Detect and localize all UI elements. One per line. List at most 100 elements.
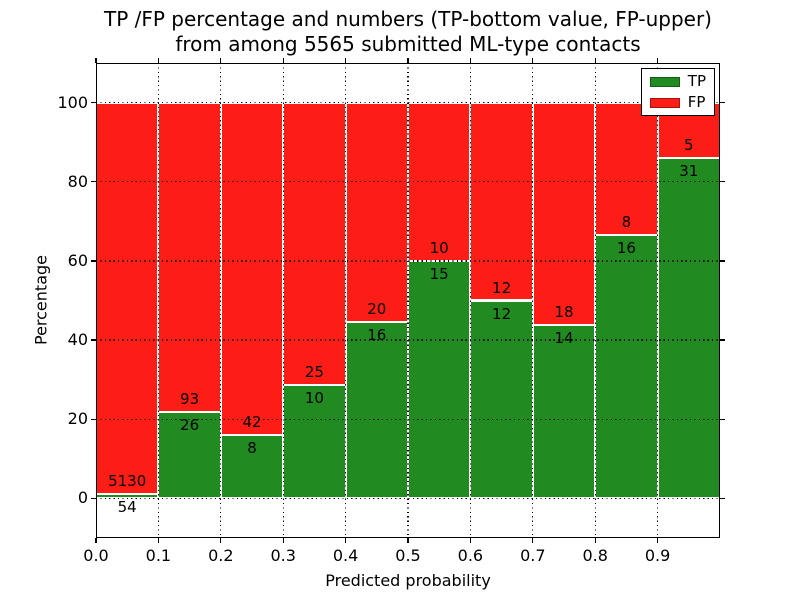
tp-count-label: 10 bbox=[304, 389, 324, 408]
bar-segment-tp bbox=[408, 260, 471, 499]
y-tick-right bbox=[720, 497, 725, 500]
x-tick-top bbox=[656, 58, 659, 63]
x-tick bbox=[532, 538, 534, 543]
grid-vline bbox=[282, 63, 284, 538]
grid-vline bbox=[469, 63, 471, 538]
y-tick bbox=[91, 497, 96, 500]
grid-hline bbox=[96, 260, 720, 262]
y-tick-right bbox=[720, 181, 725, 183]
x-tick-label: 0.3 bbox=[270, 546, 296, 565]
x-tick-top bbox=[220, 58, 222, 63]
y-tick-right bbox=[720, 418, 725, 420]
bar-segment-fp bbox=[532, 102, 596, 326]
x-tick-label: 0.5 bbox=[395, 546, 421, 565]
x-tick-top bbox=[157, 58, 160, 63]
x-tick bbox=[594, 538, 596, 543]
y-tick-label: 60 bbox=[67, 251, 88, 271]
y-tick bbox=[91, 418, 96, 420]
fp-count-label: 8 bbox=[621, 212, 632, 231]
x-tick-top bbox=[282, 58, 284, 63]
fp-count-label: 18 bbox=[554, 303, 574, 322]
legend-swatch-tp bbox=[649, 76, 680, 87]
x-tick-label: 0.9 bbox=[644, 546, 671, 565]
fp-count-label: 12 bbox=[492, 278, 512, 297]
grid-vline bbox=[345, 63, 347, 538]
grid-vline bbox=[157, 63, 159, 538]
grid-hline bbox=[96, 418, 720, 420]
tp-count-label: 12 bbox=[492, 304, 512, 323]
chart-title-line2: from among 5565 submitted ML-type contac… bbox=[175, 32, 641, 56]
bar-segment-fp bbox=[96, 102, 159, 495]
y-tick-right bbox=[720, 260, 725, 262]
grid-vline bbox=[532, 63, 534, 538]
bar-segment-tp bbox=[657, 157, 720, 499]
x-axis-label: Predicted probability bbox=[325, 571, 491, 590]
y-tick-label: 40 bbox=[67, 330, 88, 350]
y-tick bbox=[91, 260, 96, 262]
legend: TP FP bbox=[640, 68, 715, 116]
tp-count-label: 16 bbox=[616, 238, 636, 257]
fp-count-label: 10 bbox=[429, 238, 449, 257]
y-tick-label: 20 bbox=[67, 409, 88, 429]
legend-entry-tp: TP bbox=[649, 72, 706, 90]
x-tick-label: 0.4 bbox=[332, 546, 359, 565]
x-tick-top bbox=[95, 58, 97, 63]
grid-hline bbox=[96, 101, 720, 104]
x-tick-label: 0.2 bbox=[208, 546, 234, 565]
x-tick bbox=[282, 538, 284, 543]
bar-segment-tp bbox=[532, 325, 596, 499]
tp-count-label: 31 bbox=[679, 161, 699, 180]
x-tick bbox=[220, 538, 222, 543]
x-tick-top bbox=[594, 58, 596, 63]
bar-segment-tp bbox=[345, 322, 408, 499]
fp-count-label: 5 bbox=[684, 135, 694, 154]
x-tick-label: 0.0 bbox=[83, 546, 109, 565]
grid-hline bbox=[96, 497, 720, 499]
y-tick-label: 0 bbox=[77, 488, 88, 508]
bar-segment-fp bbox=[283, 102, 346, 386]
x-tick bbox=[656, 538, 659, 543]
x-tick-top bbox=[469, 58, 472, 63]
x-tick-label: 0.1 bbox=[145, 546, 172, 565]
x-tick-top bbox=[532, 58, 534, 63]
bar-segment-fp bbox=[470, 102, 533, 301]
bar-segment-fp bbox=[345, 102, 408, 323]
x-tick bbox=[407, 538, 409, 543]
fp-count-label: 20 bbox=[367, 300, 387, 319]
tp-count-label: 15 bbox=[429, 264, 449, 283]
grid-hline bbox=[96, 181, 720, 183]
tp-count-label: 54 bbox=[117, 498, 137, 517]
grid-vline bbox=[407, 63, 409, 538]
grid-vline bbox=[220, 63, 222, 538]
plot-area: TP FP 5130 54 93 26 42 8 25 10 20 16 10 15 12 12 18 14 8 1… bbox=[96, 63, 720, 538]
x-tick bbox=[157, 538, 160, 543]
fp-count-label: 5130 bbox=[108, 472, 147, 491]
legend-entry-fp: FP bbox=[649, 93, 706, 111]
grid-vline bbox=[594, 63, 596, 538]
x-tick bbox=[344, 538, 347, 543]
bar-segment-tp bbox=[595, 234, 658, 499]
x-tick bbox=[469, 538, 472, 543]
chart-title-line1: TP /FP percentage and numbers (TP-bottom… bbox=[104, 7, 712, 31]
legend-label-fp: FP bbox=[687, 93, 706, 111]
bar-segment-fp bbox=[158, 102, 221, 412]
y-tick-label: 100 bbox=[57, 92, 88, 112]
legend-label-tp: TP bbox=[687, 72, 706, 90]
x-tick-label: 0.7 bbox=[520, 546, 546, 565]
y-tick bbox=[91, 101, 96, 104]
x-tick-label: 0.8 bbox=[582, 546, 608, 565]
y-tick bbox=[91, 181, 96, 183]
x-tick-top bbox=[407, 58, 409, 63]
x-tick bbox=[95, 538, 97, 543]
tp-count-label: 16 bbox=[367, 326, 387, 345]
y-tick-right bbox=[720, 101, 725, 104]
x-tick-label: 0.6 bbox=[457, 546, 484, 565]
fp-count-label: 42 bbox=[242, 413, 262, 432]
x-tick-top bbox=[344, 58, 347, 63]
fp-count-label: 93 bbox=[180, 389, 200, 408]
fp-count-label: 25 bbox=[304, 363, 324, 382]
grid-hline bbox=[96, 339, 720, 341]
legend-swatch-fp bbox=[649, 97, 680, 108]
bar-segment-fp bbox=[220, 102, 284, 436]
chart-title: TP /FP percentage and numbers (TP-bottom… bbox=[96, 7, 720, 57]
